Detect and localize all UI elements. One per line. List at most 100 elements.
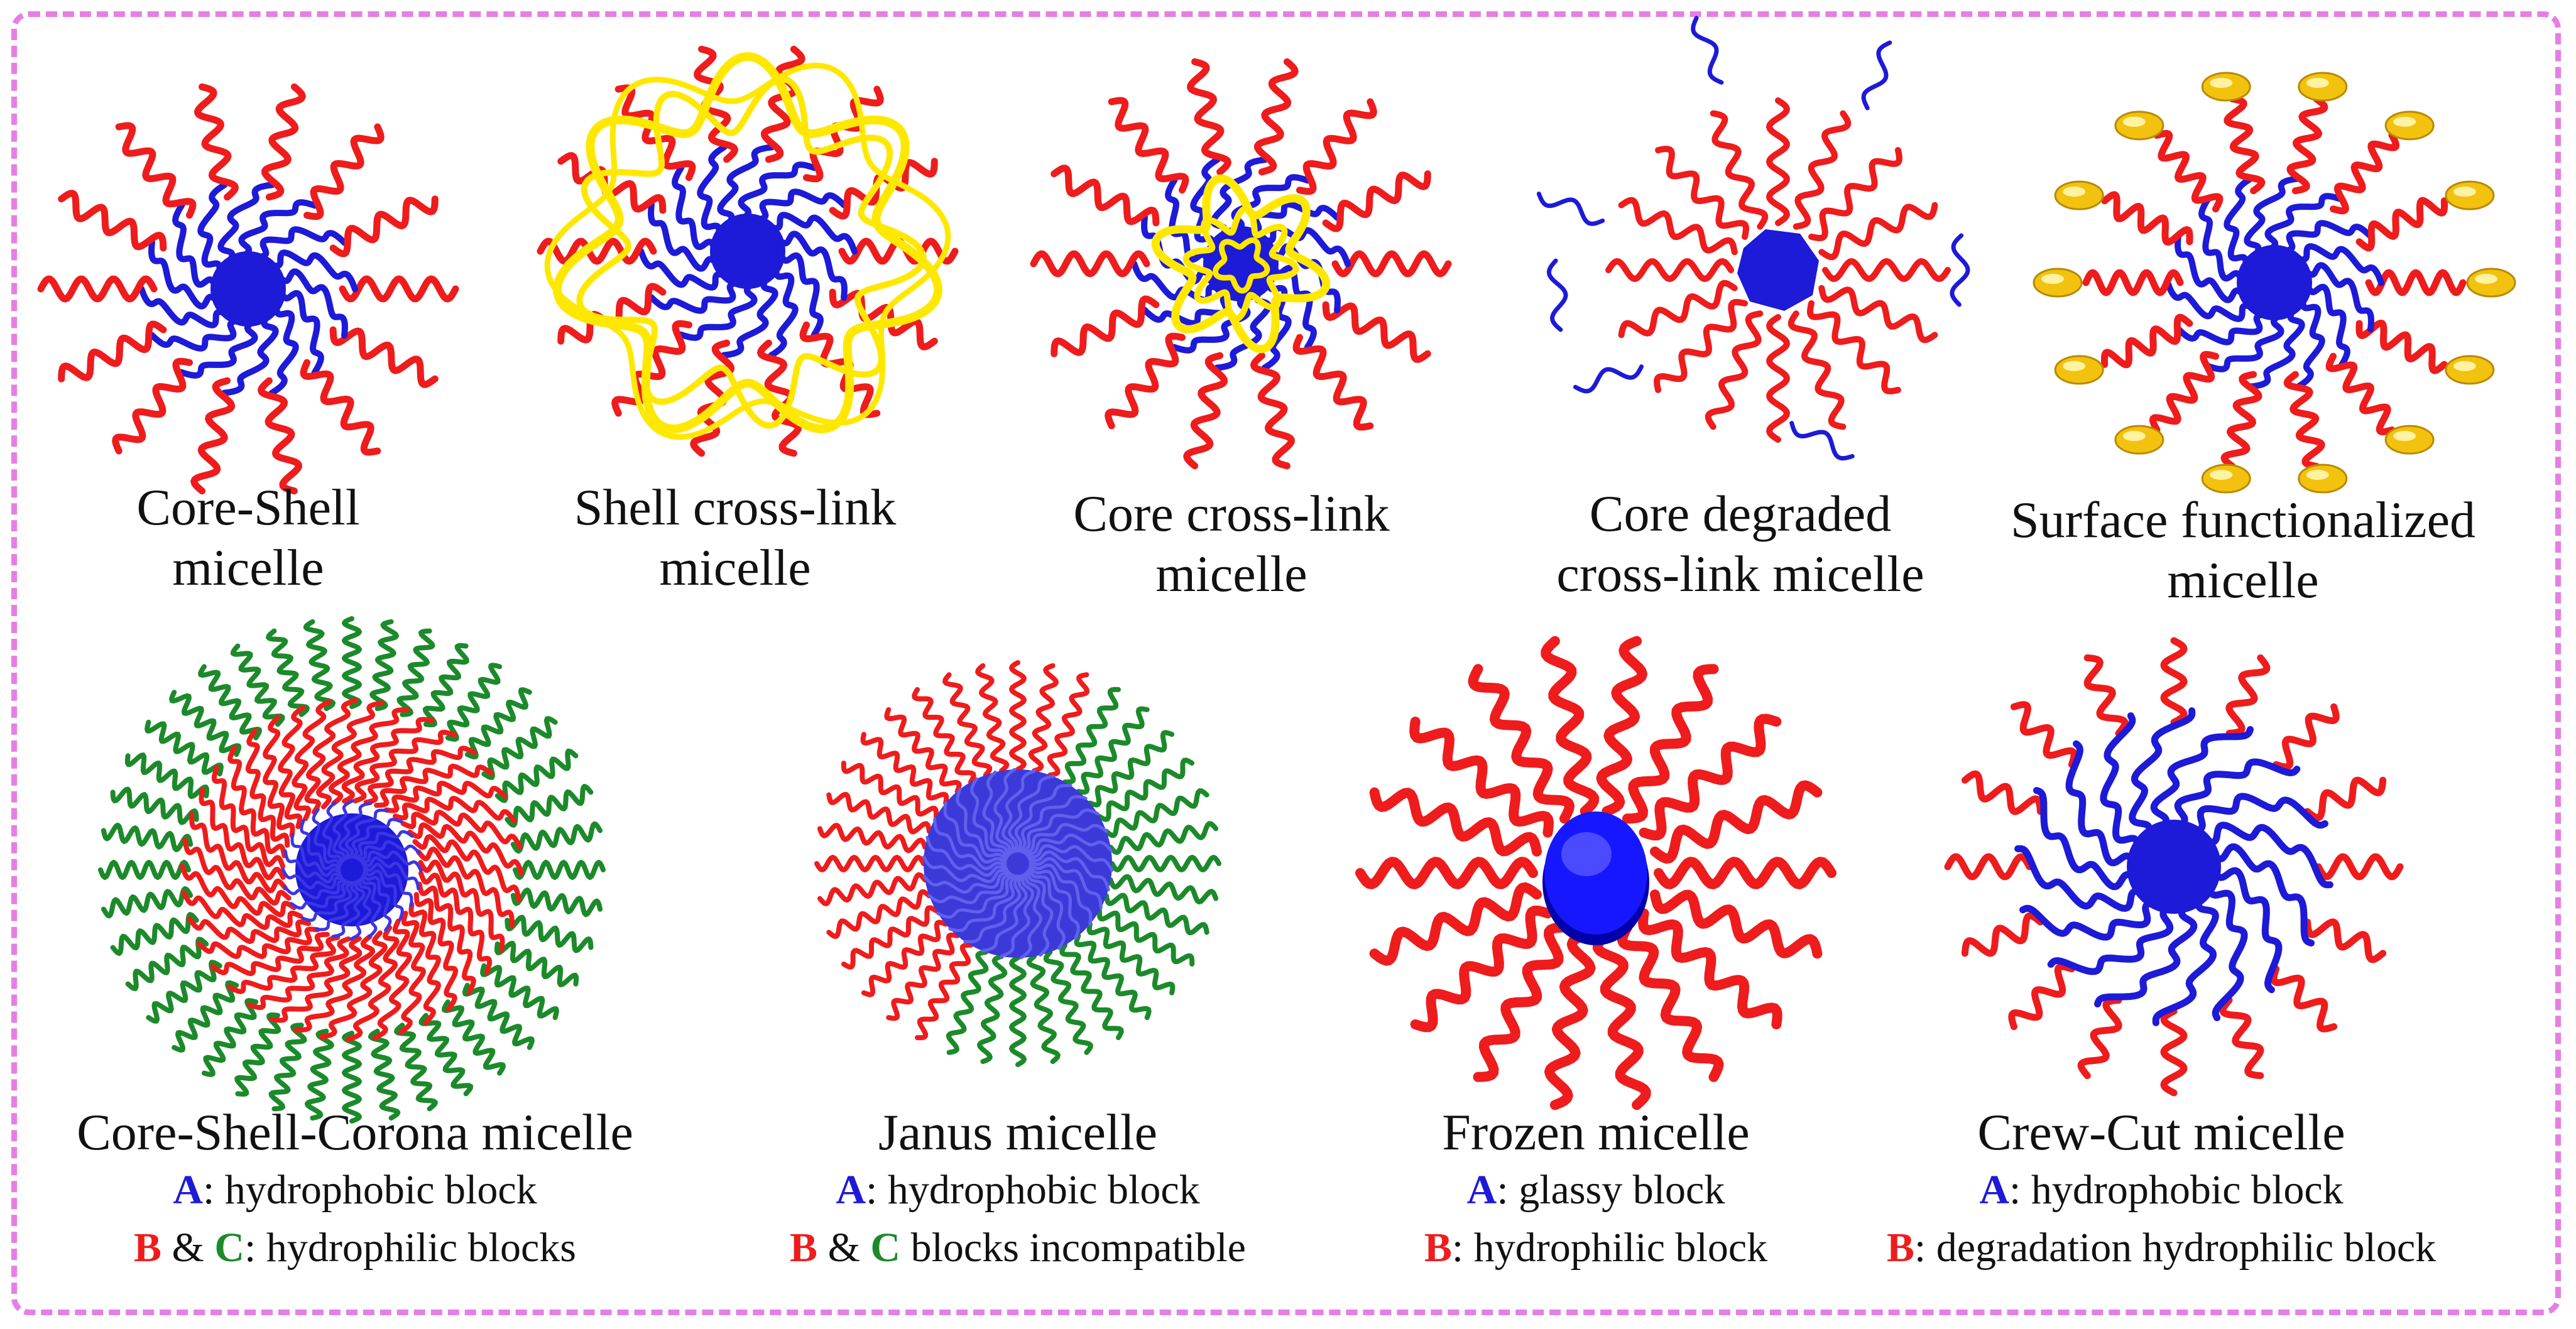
polymer-chain: [346, 925, 400, 1042]
polymer-chain: [1261, 274, 1292, 371]
polymer-chain: [2197, 822, 2333, 889]
polymer-chain: [394, 1023, 438, 1112]
polymer-chain: [146, 960, 222, 1024]
polymer-chain: [1062, 686, 1121, 785]
polymer-chain: [1087, 730, 1175, 808]
polymer-chain: [936, 874, 1016, 919]
polymer-chain: [841, 761, 939, 819]
polymer-chain: [975, 663, 1010, 774]
polymer-chain: [513, 860, 606, 880]
polymer-chain: [814, 855, 926, 872]
legend-core-shell-corona-1: A: hydrophobic block: [173, 1165, 537, 1215]
polymer-chain: [304, 1028, 334, 1121]
polymer-chain: [2100, 712, 2143, 856]
polymer-chain: [1654, 857, 1836, 889]
polymer-chain: [717, 144, 775, 230]
polymer-chain: [2150, 726, 2254, 836]
degraded-fragment: [1536, 192, 1605, 226]
polymer-chain: [1024, 833, 1113, 856]
polymer-chain: [110, 786, 199, 825]
polymer-chain: [826, 889, 932, 939]
polymer-chain: [197, 182, 228, 279]
polymer-chain: [290, 880, 351, 910]
polymer-chain: [217, 182, 276, 268]
micelle-core: [2237, 245, 2312, 320]
polymer-chain: [1369, 787, 1542, 857]
polymer-chain: [290, 833, 342, 877]
polymer-chain: [537, 237, 657, 265]
caption-shell-cross-link: Shell cross-link micelle: [574, 479, 897, 596]
polymer-chain: [1096, 757, 1195, 822]
polymer-chain: [2083, 654, 2129, 737]
legend-text: : hydrophilic block: [1451, 1225, 1768, 1271]
polymer-chain: [2010, 701, 2078, 768]
polymer-chain: [510, 821, 603, 854]
polymer-chain: [1638, 908, 1782, 1029]
polymer-chain: [1961, 912, 2044, 957]
cross-link-ring: [576, 76, 927, 429]
polymer-chain: [245, 728, 290, 848]
polymer-chain: [1019, 871, 1042, 960]
legend-text: : hydrophilic blocks: [244, 1225, 576, 1271]
polymer-chain: [1104, 788, 1209, 838]
polymer-chain: [1639, 713, 1782, 841]
polymer-chain: [1322, 301, 1431, 363]
polymer-chain: [338, 801, 373, 861]
polymer-chain: [1000, 872, 1035, 958]
polymer-chain: [2094, 898, 2198, 1007]
polymer-chain: [1617, 922, 1724, 1082]
polymer-chain: [1541, 636, 1600, 816]
polymer-chain: [2278, 220, 2374, 256]
caption-core-shell: Core-Shell micelle: [136, 479, 360, 596]
polymer-chain: [1409, 717, 1554, 838]
polymer-chain: [383, 781, 508, 813]
polymer-chain: [329, 195, 439, 258]
polymer-chain: [494, 940, 579, 987]
polymer-chain: [977, 953, 1008, 1065]
legend-key: C: [870, 1225, 901, 1271]
polymer-chain: [361, 856, 420, 891]
polymer-chain: [2291, 243, 2384, 286]
polymer-chain: [341, 717, 435, 804]
polymer-chain: [1961, 770, 2044, 815]
polymer-chain: [356, 840, 421, 861]
polymer-chain: [1691, 16, 1724, 85]
functional-group-highlight: [2393, 116, 2416, 127]
polymer-chain: [2283, 371, 2325, 470]
legend-janus-2: B & C blocks incompatible: [790, 1223, 1246, 1273]
polymer-chain: [1269, 261, 1317, 351]
polymer-chain: [362, 862, 413, 907]
polymer-chain: [237, 199, 319, 262]
polymer-chain: [1369, 882, 1542, 966]
polymer-chain: [1654, 299, 1748, 393]
polymer-chain: [442, 999, 506, 1076]
polymer-chain: [768, 261, 799, 359]
polymer-chain: [201, 998, 259, 1077]
caption-crew-cut: Crew-Cut micelle: [1977, 1104, 2345, 1161]
polymer-chain: [1546, 258, 1568, 332]
polymer-chain: [1650, 889, 1823, 959]
polymer-chain: [1026, 953, 1061, 1065]
functional-group-highlight: [2041, 274, 2064, 284]
polymer-chain: [2019, 898, 2163, 941]
polymer-chain: [1029, 862, 1093, 926]
polymer-chain: [400, 810, 523, 850]
polymer-chain: [258, 377, 302, 495]
polymer-chain: [416, 846, 515, 928]
polymer-chain: [2225, 654, 2271, 737]
polymer-chain: [751, 188, 848, 224]
polymer-chain: [1766, 314, 1790, 443]
polymer-chain: [2224, 95, 2266, 195]
polymer-chain: [1131, 260, 1225, 303]
micelle-core: [710, 214, 785, 289]
polymer-chain: [925, 835, 1008, 877]
polymer-chain: [1108, 97, 1189, 194]
legend-text: blocks incompatible: [900, 1225, 1246, 1271]
polymer-chain: [510, 887, 603, 918]
core-degraded-micelle: [1536, 16, 1970, 461]
polymer-chain: [1183, 352, 1228, 470]
polymer-chain: [1766, 97, 1790, 226]
polymer-chain: [125, 752, 209, 800]
polymer-chain: [1076, 706, 1150, 795]
polymer-chain: [2303, 279, 2350, 370]
